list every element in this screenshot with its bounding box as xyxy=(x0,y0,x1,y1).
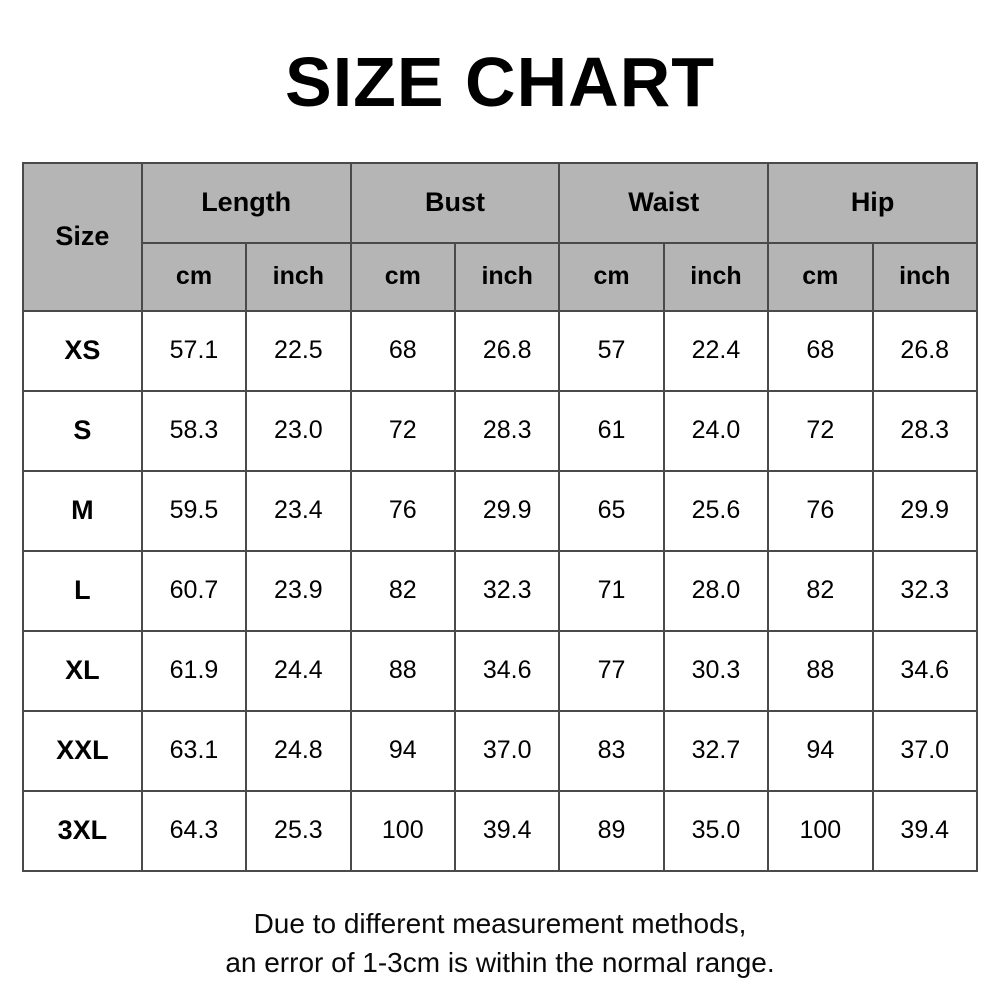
cell-bust-cm: 72 xyxy=(349,389,456,472)
header-unit-row: cm inch cm inch cm inch cm inch xyxy=(23,241,979,312)
column-group-bust: Bust xyxy=(349,161,561,244)
cell-length-cm: 57.1 xyxy=(140,309,248,392)
cell-length-cm: 60.7 xyxy=(140,549,248,632)
table-row-m: M 59.5 23.4 76 29.9 65 25.6 76 29.9 xyxy=(22,469,979,552)
cell-hip-inch: 28.3 xyxy=(871,389,979,472)
cell-hip-cm: 88 xyxy=(767,629,874,712)
size-label: L xyxy=(22,549,143,632)
cell-length-inch: 22.5 xyxy=(245,309,352,392)
cell-bust-inch: 39.4 xyxy=(453,789,561,872)
table-row-xxl: XXL 63.1 24.8 94 37.0 83 32.7 94 37.0 xyxy=(22,709,979,792)
cell-waist-cm: 65 xyxy=(558,469,665,552)
cell-bust-cm: 76 xyxy=(349,469,456,552)
cell-hip-inch: 29.9 xyxy=(871,469,979,552)
cell-hip-cm: 68 xyxy=(767,309,874,392)
size-chart-table: Size Length Bust Waist Hip cm inch cm in… xyxy=(22,161,979,872)
cell-hip-cm: 94 xyxy=(767,709,874,792)
size-label: XXL xyxy=(22,709,143,792)
size-label: XL xyxy=(22,629,143,712)
cell-length-cm: 63.1 xyxy=(140,709,248,792)
cell-length-cm: 64.3 xyxy=(140,789,248,872)
cell-length-inch: 23.0 xyxy=(245,389,352,472)
cell-length-cm: 59.5 xyxy=(140,469,248,552)
footer-note-line-2: an error of 1-3cm is within the normal r… xyxy=(225,946,775,978)
table-row-s: S 58.3 23.0 72 28.3 61 24.0 72 28.3 xyxy=(22,389,979,472)
cell-waist-cm: 57 xyxy=(558,309,665,392)
cell-hip-cm: 72 xyxy=(767,389,874,472)
cell-waist-cm: 71 xyxy=(558,549,665,632)
cell-bust-cm: 82 xyxy=(349,549,456,632)
table-row-3xl: 3XL 64.3 25.3 100 39.4 89 35.0 100 39.4 xyxy=(22,789,979,872)
table-row-l: L 60.7 23.9 82 32.3 71 28.0 82 32.3 xyxy=(22,549,979,632)
table-row-xs: XS 57.1 22.5 68 26.8 57 22.4 68 26.8 xyxy=(22,309,979,392)
cell-hip-inch: 34.6 xyxy=(871,629,979,712)
cell-bust-cm: 68 xyxy=(349,309,456,392)
footer-note: Due to different measurement methods, an… xyxy=(0,904,1000,982)
cell-hip-inch: 37.0 xyxy=(871,709,979,792)
cell-waist-inch: 28.0 xyxy=(662,549,770,632)
cell-hip-cm: 82 xyxy=(767,549,874,632)
unit-header-bust-cm: cm xyxy=(349,241,456,312)
size-label: M xyxy=(22,469,143,552)
cell-bust-inch: 34.6 xyxy=(453,629,561,712)
cell-waist-inch: 35.0 xyxy=(662,789,770,872)
unit-header-bust-inch: inch xyxy=(453,241,561,312)
size-label: XS xyxy=(22,309,143,392)
cell-length-cm: 61.9 xyxy=(140,629,248,712)
cell-waist-cm: 61 xyxy=(558,389,665,472)
cell-hip-inch: 39.4 xyxy=(871,789,979,872)
cell-waist-cm: 77 xyxy=(558,629,665,712)
cell-waist-inch: 22.4 xyxy=(662,309,770,392)
cell-bust-inch: 32.3 xyxy=(453,549,561,632)
column-header-size: Size xyxy=(22,161,143,312)
column-group-hip: Hip xyxy=(767,161,978,244)
cell-waist-inch: 32.7 xyxy=(662,709,770,792)
cell-bust-inch: 37.0 xyxy=(453,709,561,792)
cell-length-inch: 25.3 xyxy=(245,789,352,872)
cell-hip-cm: 100 xyxy=(767,789,874,872)
unit-header-length-cm: cm xyxy=(140,241,248,312)
unit-header-hip-cm: cm xyxy=(767,241,874,312)
unit-header-waist-cm: cm xyxy=(558,241,665,312)
cell-bust-inch: 28.3 xyxy=(453,389,561,472)
cell-waist-cm: 89 xyxy=(558,789,665,872)
unit-header-waist-inch: inch xyxy=(662,241,770,312)
unit-header-length-inch: inch xyxy=(245,241,352,312)
table-row-xl: XL 61.9 24.4 88 34.6 77 30.3 88 34.6 xyxy=(22,629,979,712)
cell-length-inch: 23.4 xyxy=(245,469,352,552)
size-label: 3XL xyxy=(22,789,143,872)
cell-waist-cm: 83 xyxy=(558,709,665,792)
cell-bust-inch: 29.9 xyxy=(453,469,561,552)
cell-hip-inch: 26.8 xyxy=(871,309,979,392)
cell-waist-inch: 24.0 xyxy=(662,389,770,472)
page-title: SIZE CHART xyxy=(285,43,715,121)
column-group-waist: Waist xyxy=(558,161,770,244)
cell-bust-inch: 26.8 xyxy=(453,309,561,392)
cell-bust-cm: 94 xyxy=(349,709,456,792)
cell-waist-inch: 25.6 xyxy=(662,469,770,552)
cell-length-inch: 23.9 xyxy=(245,549,352,632)
unit-header-hip-inch: inch xyxy=(871,241,979,312)
cell-waist-inch: 30.3 xyxy=(662,629,770,712)
footer-note-line-1: Due to different measurement methods, xyxy=(253,907,747,939)
size-label: S xyxy=(22,389,143,472)
cell-bust-cm: 100 xyxy=(349,789,456,872)
cell-length-inch: 24.4 xyxy=(245,629,352,712)
cell-length-cm: 58.3 xyxy=(140,389,248,472)
header-group-row: Size Length Bust Waist Hip xyxy=(22,161,978,312)
cell-bust-cm: 88 xyxy=(349,629,456,712)
cell-hip-inch: 32.3 xyxy=(871,549,979,632)
cell-hip-cm: 76 xyxy=(767,469,874,552)
column-group-length: Length xyxy=(140,161,352,244)
cell-length-inch: 24.8 xyxy=(245,709,352,792)
